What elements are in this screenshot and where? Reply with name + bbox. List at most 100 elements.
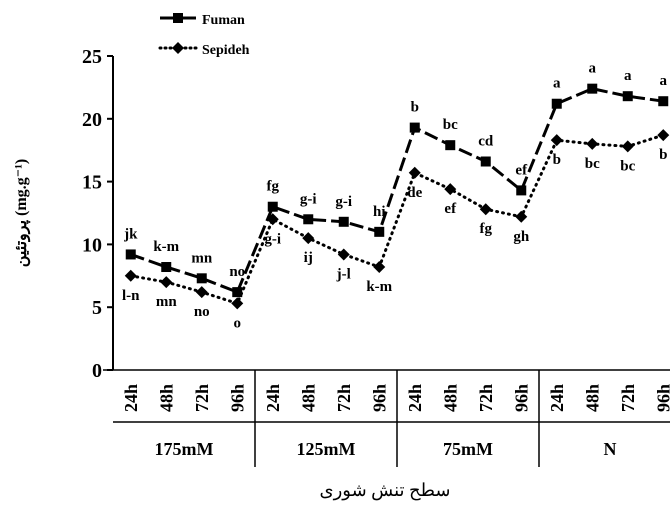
data-label-1-2-3: gh: [513, 229, 530, 245]
x-tick-label-0-1: 48h: [156, 384, 176, 412]
data-point-1-0-2: [195, 286, 208, 299]
data-label-0-2-1: bc: [443, 117, 458, 133]
group-label-0: 175mM: [155, 439, 214, 459]
data-label-0-3-1: a: [589, 61, 597, 77]
data-label-1-3-3: b: [659, 147, 667, 163]
x-tick-label-3-2: 72h: [618, 384, 638, 412]
y-tick-label-15: 15: [82, 172, 102, 194]
series-1: l-n mn no o g-i ij j-l k-m de ef fg gh b bc bc b: [122, 129, 670, 331]
x-tick-label-0-2: 72h: [192, 384, 212, 412]
x-tick-label-1-3: 96h: [369, 384, 389, 412]
data-point-1-3-2: [621, 140, 634, 153]
data-label-1-1-3: k-m: [366, 279, 392, 295]
x-tick-label-3-0: 24h: [547, 384, 567, 412]
y-tick-label-25: 25: [82, 46, 102, 68]
data-point-0-0-2: [196, 273, 207, 284]
x-tick-label-2-1: 48h: [440, 384, 460, 412]
data-point-0-0-1: [161, 262, 172, 273]
data-label-0-2-2: cd: [478, 134, 494, 150]
y-tick-label-10: 10: [82, 234, 102, 256]
data-point-1-1-3: [373, 261, 386, 274]
data-point-0-3-2: [622, 91, 633, 102]
data-label-0-3-3: a: [660, 73, 668, 89]
data-point-1-0-1: [160, 276, 173, 289]
data-label-0-0-0: jk: [123, 226, 138, 242]
x-tick-label-0-0: 24h: [121, 384, 141, 412]
legend-label-0: Fuman: [202, 13, 245, 28]
data-point-0-1-1: [303, 214, 314, 225]
data-label-0-3-0: a: [553, 76, 561, 92]
data-point-0-2-3: [516, 185, 527, 196]
data-point-0-2-0: [409, 122, 420, 133]
data-label-1-2-0: de: [407, 185, 422, 201]
data-point-0-0-0: [125, 249, 136, 260]
legend-label-1: Sepideh: [202, 43, 250, 58]
data-label-1-2-2: fg: [480, 221, 493, 237]
data-point-1-1-2: [337, 248, 350, 261]
x-tick-label-3-1: 48h: [582, 384, 602, 412]
group-label-2: 75mM: [443, 439, 493, 459]
group-label-3: N: [604, 439, 617, 459]
x-tick-label-0-3: 96h: [227, 384, 247, 412]
data-label-0-3-2: a: [624, 68, 632, 84]
series-0: jk k-m mn no fg g-i g-i hi b bc cd ef a a a a: [123, 61, 669, 298]
series-line-0: [130, 87, 664, 295]
legend-item-0: Fuman: [160, 13, 245, 28]
data-label-1-0-2: no: [194, 304, 210, 320]
data-label-1-0-3: o: [234, 315, 242, 331]
data-label-1-1-2: j-l: [336, 266, 351, 282]
data-point-1-0-3: [231, 297, 244, 310]
data-point-1-1-1: [302, 232, 315, 245]
data-label-1-1-0: g-i: [264, 231, 281, 247]
legend-item-1: Sepideh: [158, 42, 250, 58]
legend-marker-1: [172, 42, 184, 54]
data-label-0-0-2: mn: [191, 250, 212, 266]
axes: 0 5 10 15 20 25 24h 48h 72h 96h 175mM 24h 48h 72h 96h 1…: [82, 46, 670, 467]
x-tick-label-1-0: 24h: [263, 384, 283, 412]
data-label-0-2-3: ef: [515, 162, 528, 178]
data-label-0-2-0: b: [411, 100, 419, 116]
x-tick-label-1-1: 48h: [298, 384, 318, 412]
data-point-0-1-0: [267, 201, 278, 212]
data-label-1-0-1: mn: [156, 294, 177, 310]
legend: Fuman Sepideh: [158, 13, 250, 58]
data-point-1-3-1: [586, 137, 599, 150]
data-point-1-2-2: [479, 203, 492, 216]
data-point-0-0-3: [232, 287, 243, 298]
x-tick-label-2-2: 72h: [476, 384, 496, 412]
x-axis-label: سطح تنش شوری: [319, 480, 450, 501]
data-label-0-1-0: fg: [267, 179, 280, 195]
data-point-1-2-3: [515, 210, 528, 223]
data-label-0-1-2: g-i: [335, 194, 352, 210]
x-tick-label-3-3: 96h: [653, 384, 670, 412]
data-point-1-2-1: [444, 183, 457, 196]
data-label-1-1-1: ij: [304, 250, 313, 266]
data-point-0-2-2: [480, 156, 491, 167]
data-point-0-3-3: [658, 96, 669, 107]
data-label-1-3-2: bc: [620, 158, 635, 174]
data-label-1-3-1: bc: [585, 156, 600, 172]
group-label-1: 125mM: [297, 439, 356, 459]
y-axis-label: پروتئین (mg.g⁻¹): [13, 159, 31, 268]
data-point-1-0-0: [124, 269, 137, 282]
plot-area: jk k-m mn no fg g-i g-i hi b bc cd ef a a a a l-n mn no o g-…: [122, 61, 670, 331]
data-label-0-1-3: hi: [373, 204, 386, 220]
data-label-0-0-3: no: [229, 264, 245, 280]
data-label-1-2-1: ef: [444, 201, 457, 217]
series-line-1: [129, 133, 665, 306]
data-point-1-3-3: [657, 129, 670, 142]
y-tick-label-20: 20: [82, 109, 102, 131]
data-point-0-3-0: [551, 98, 562, 109]
data-point-0-3-1: [587, 83, 598, 94]
data-point-0-1-3: [374, 226, 385, 237]
data-point-0-1-2: [338, 216, 349, 227]
data-label-0-0-1: k-m: [153, 239, 179, 255]
data-label-1-3-0: b: [553, 152, 561, 168]
y-tick-label-0: 0: [92, 360, 102, 382]
data-point-1-2-0: [408, 166, 421, 179]
y-tick-label-5: 5: [92, 297, 102, 319]
legend-marker-0: [173, 13, 183, 23]
x-tick-label-2-3: 96h: [511, 384, 531, 412]
data-point-1-1-0: [266, 213, 279, 226]
